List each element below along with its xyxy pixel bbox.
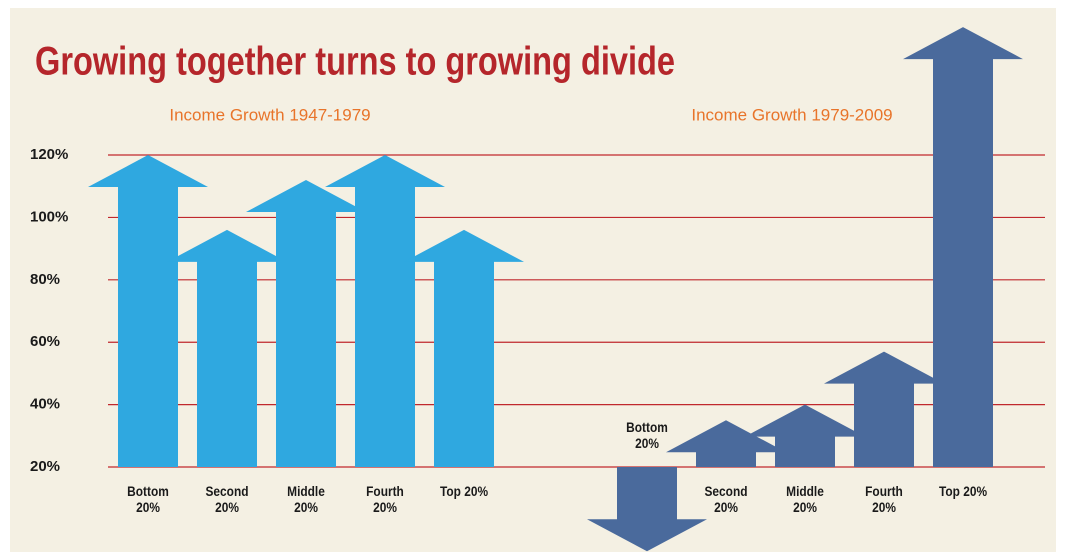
arrow: [824, 351, 944, 468]
category-label: Fourth 20%: [366, 483, 404, 516]
arrow: [587, 467, 707, 552]
category-label: Middle 20%: [786, 483, 824, 516]
y-tick-label: 80%: [30, 271, 60, 288]
category-label: Bottom 20%: [127, 483, 169, 516]
arrow: [325, 155, 445, 468]
category-label: Top 20%: [439, 483, 489, 500]
category-label: Fourth 20%: [865, 483, 903, 516]
group-title: Income Growth 1979-2009: [691, 105, 892, 124]
chart-title: Growing together turns to growing divide: [35, 40, 675, 84]
y-tick-label: 20%: [30, 458, 60, 475]
arrow: [246, 179, 366, 468]
arrow: [167, 229, 287, 468]
arrow: [666, 420, 786, 468]
category-label: Middle 20%: [287, 483, 325, 516]
y-tick-label: 120%: [30, 146, 68, 163]
arrow: [404, 229, 524, 468]
y-tick-label: 100%: [30, 208, 68, 225]
arrow: [745, 404, 865, 468]
group-title: Income Growth 1947-1979: [169, 105, 370, 124]
arrow: [88, 155, 208, 468]
y-tick-label: 60%: [30, 333, 60, 350]
category-label: Second 20%: [704, 483, 748, 516]
category-label: Second 20%: [205, 483, 249, 516]
arrow: [903, 27, 1023, 468]
y-tick-label: 40%: [30, 396, 60, 413]
category-label: Bottom 20%: [626, 419, 668, 452]
category-label: Top 20%: [938, 483, 988, 500]
